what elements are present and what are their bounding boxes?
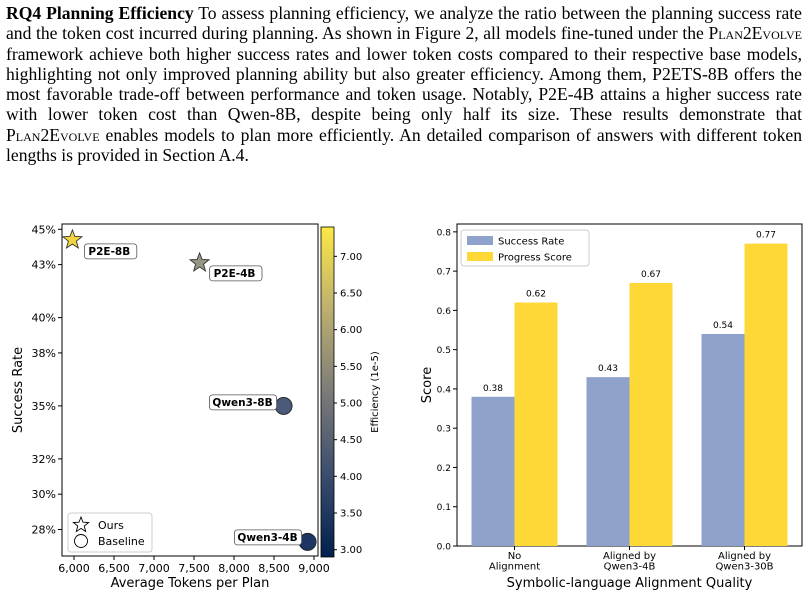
progress-score-bar (629, 282, 673, 546)
x-tick-label: 9,000 (298, 562, 330, 575)
x-tick-label: Alignment (489, 562, 540, 573)
legend-label: Progress Score (498, 253, 572, 264)
x-tick-label: 7,000 (138, 562, 170, 575)
legend-swatch (467, 236, 493, 245)
progress-score-bar (514, 302, 558, 546)
bar-legend: Success Rate Progress Score (460, 229, 590, 267)
point-label-box (209, 265, 263, 282)
rq4-heading: RQ4 Planning Efficiency (6, 3, 194, 23)
circle-point (274, 396, 293, 415)
y-tick-label: 0.2 (437, 464, 451, 474)
point-label-box (84, 243, 138, 260)
star-icon (72, 515, 90, 533)
scatter-legend: Ours Baseline (67, 512, 153, 553)
y-tick-label: 38% (32, 347, 56, 360)
y-tick-label: 35% (32, 400, 56, 413)
point-label-box (233, 529, 302, 546)
legend-swatch (467, 252, 493, 261)
bar-value-label: 0.67 (641, 270, 661, 280)
paragraph-text-2: framework achieve both higher success ra… (6, 43, 802, 125)
y-tick-label: 40% (32, 312, 56, 325)
colorbar (320, 226, 335, 558)
x-tick-label: 7,500 (178, 562, 210, 575)
point-label: Qwen3-8B (212, 397, 272, 409)
y-tick-label: 0.3 (437, 425, 451, 435)
point-label: P2E-4B (214, 268, 256, 280)
bar-value-label: 0.77 (756, 231, 776, 241)
star-point (188, 251, 211, 272)
y-tick-label: 0.6 (437, 307, 452, 317)
colorbar-tick-label: 6.50 (340, 289, 362, 300)
y-tick-label: 45% (32, 223, 56, 236)
colorbar-label: Efficiency (1e-5) (370, 351, 381, 433)
y-tick-label: 32% (32, 453, 56, 466)
legend-label: Ours (98, 519, 124, 532)
bar-value-label: 0.62 (526, 290, 546, 300)
colorbar-tick-label: 5.50 (340, 362, 362, 373)
colorbar-tick-label: 4.50 (340, 435, 362, 446)
x-tick-label: 8,500 (258, 562, 290, 575)
y-tick-label: 0.1 (437, 503, 451, 513)
point-label: P2E-8B (88, 246, 130, 258)
legend-label: Success Rate (498, 237, 564, 248)
x-tick-label: Aligned by (718, 551, 771, 562)
x-tick-label: No (508, 551, 522, 562)
alignment-bar-chart: 0.0 0.1 0.2 0.3 0.4 0.5 0.6 0.7 0.8 Score Symbolic… (420, 223, 803, 591)
colorbar-tick-label: 3.00 (340, 545, 362, 556)
legend-label: Baseline (98, 535, 145, 548)
x-tick-label: 8,000 (218, 562, 250, 575)
bar-value-label: 0.38 (483, 384, 503, 394)
framework-name: Plan2Evolve (708, 23, 802, 44)
x-tick-label: Qwen3-4B (604, 562, 656, 573)
y-axis-label: Success Rate (11, 347, 26, 433)
efficiency-scatter-plot: 6,000 6,500 7,000 7,500 8,000 8,500 9,000 28% 30… (11, 223, 381, 591)
colorbar-tick-label: 7.00 (340, 252, 362, 263)
progress-score-bar (744, 243, 788, 546)
y-tick-label: 43% (32, 259, 56, 272)
y-tick-label: 0.0 (437, 543, 452, 553)
y-tick-label: 0.4 (437, 385, 452, 395)
circle-icon (74, 534, 88, 548)
colorbar-tick-label: 5.00 (340, 399, 362, 410)
success-rate-bar (586, 377, 630, 546)
colorbar-tick-label: 4.00 (340, 472, 362, 483)
colorbar-tick-label: 3.50 (340, 509, 362, 520)
x-axis-label: Symbolic-language Alignment Quality (507, 576, 753, 591)
x-tick-label: 6,500 (98, 562, 130, 575)
y-tick-label: 0.5 (437, 346, 451, 356)
y-tick-label: 0.8 (437, 228, 452, 238)
point-label: Qwen3-4B (237, 532, 297, 544)
y-tick-label: 30% (32, 488, 56, 501)
y-tick-label: 28% (32, 524, 56, 537)
x-tick-label: Aligned by (603, 551, 656, 562)
point-label-box (208, 394, 277, 411)
rq4-paragraph: RQ4 Planning Efficiency To assess planni… (6, 3, 802, 165)
x-tick-label: Qwen3-30B (715, 562, 773, 573)
y-axis-label: Score (420, 367, 435, 403)
success-rate-bar (471, 396, 515, 546)
scatter-frame (61, 223, 319, 557)
bar-value-label: 0.43 (598, 364, 618, 374)
colorbar-tick-label: 6.00 (340, 325, 362, 336)
success-rate-bar (701, 333, 745, 546)
paragraph-text-3: enables models to plan more efficiently.… (6, 124, 802, 166)
y-tick-label: 0.7 (437, 268, 451, 278)
star-point (61, 228, 84, 250)
paragraph-text-1: To assess planning efficiency, we analyz… (6, 3, 802, 44)
x-axis-label: Average Tokens per Plan (111, 576, 270, 591)
x-tick-label: 6,000 (58, 562, 90, 575)
bar-value-label: 0.54 (713, 321, 733, 331)
framework-name-2: Plan2Evolve (6, 124, 100, 145)
